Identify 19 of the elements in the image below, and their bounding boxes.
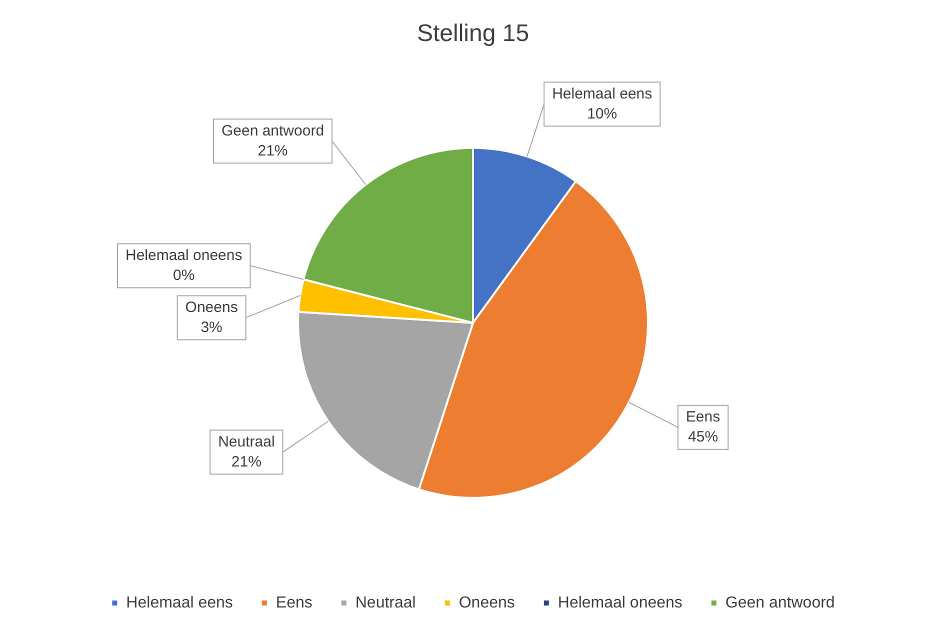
data-label: 21% bbox=[231, 453, 262, 470]
chart-title: Stelling 15 bbox=[416, 20, 530, 48]
slice-label: Helemaal eens bbox=[552, 85, 652, 102]
category-label: Helemaal oneens bbox=[125, 246, 242, 264]
legend-label: Helemaal eens bbox=[126, 594, 233, 612]
legend-label: Eens bbox=[276, 594, 312, 612]
legend-label: Oneens bbox=[458, 594, 515, 612]
slice-label: Neutraal bbox=[218, 433, 275, 450]
slice-label: Geen antwoord bbox=[221, 122, 324, 140]
text: 0% bbox=[173, 266, 195, 284]
data-label: 45% bbox=[688, 428, 718, 446]
legend-label: Neutraal bbox=[355, 594, 416, 612]
data-label: 10% bbox=[587, 105, 618, 122]
data-label: 21% bbox=[258, 142, 288, 160]
slice-label: Oneens bbox=[185, 298, 238, 316]
legend-label: Helemaal oneens bbox=[558, 594, 682, 612]
legend-label: Geen antwoord bbox=[725, 594, 835, 612]
data-label: 3% bbox=[200, 318, 222, 336]
slice-label: Eens bbox=[686, 408, 720, 426]
